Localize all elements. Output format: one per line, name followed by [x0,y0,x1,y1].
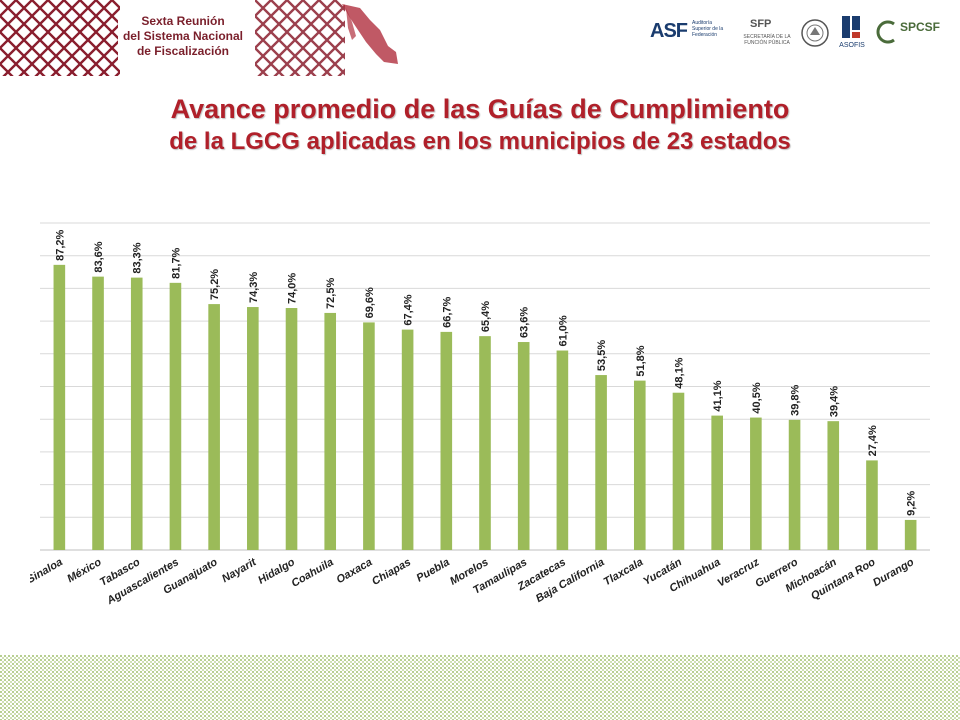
bar [363,322,375,550]
bar [208,304,220,550]
data-label: 69,6% [364,287,376,318]
event-line-2: del Sistema Nacional [122,29,244,43]
data-label: 74,3% [248,272,260,303]
x-tick-label: México [65,556,104,585]
bar [750,417,762,550]
x-tick-label: Puebla [415,556,452,584]
data-label: 39,4% [828,386,840,417]
bar [711,415,723,550]
institution-logos: ASF Auditoría Superior de la Federación … [650,14,950,54]
data-label: 61,0% [557,315,569,346]
x-tick-label: Durango [871,556,916,589]
bar [827,421,840,550]
data-label: 39,8% [790,384,802,415]
data-label: 67,4% [403,294,415,325]
slide-title: Avance promedio de las Guías de Cumplimi… [0,92,960,158]
header-banner: Sexta Reunión del Sistema Nacional de Fi… [0,0,960,90]
x-tick-label: Sinaloa [30,556,65,586]
data-label: 83,3% [132,242,144,273]
bar [517,342,530,550]
bar [672,392,685,550]
x-tick-label: Oaxaca [335,556,375,586]
data-label: 81,7% [170,247,182,278]
bar-chart: 87,2%Sinaloa83,6%México83,3%Tabasco81,7%… [25,222,930,607]
asf-logo: ASF Auditoría Superior de la Federación [650,20,724,42]
mexican-seal-icon [801,19,829,47]
bar [324,312,337,550]
data-label: 65,4% [480,301,492,332]
title-line-2: de la LGCG aplicadas en los municipios d… [169,128,791,155]
bar [169,282,182,550]
x-pattern-decoration-right [255,0,345,76]
x-tick-label: Chiapas [370,556,413,588]
data-label: 75,2% [209,269,221,300]
x-tick-label: Nayarit [220,556,259,586]
bar [401,329,414,550]
bar [247,307,259,550]
mexico-map-icon [342,4,398,64]
bar [479,336,491,550]
data-label: 9,2% [906,491,918,516]
asofis-logo-icon [842,16,860,38]
bar [904,519,917,550]
data-label: 74,0% [287,273,299,304]
bar [440,331,453,550]
bar [788,419,801,550]
x-tick-label: Coahuila [289,556,335,590]
title-line-1: Avance promedio de las Guías de Cumplimi… [170,94,790,124]
data-label: 87,2% [54,229,66,260]
bar [595,375,607,550]
x-tick-label: Veracruz [715,556,761,590]
data-label: 53,5% [596,340,608,371]
bar [556,350,569,550]
spcsf-logo-icon [876,20,895,44]
sfp-logo: SFP SECRETARÍA DE LA FUNCIÓN PÚBLICA [743,18,791,46]
event-title: Sexta Reunión del Sistema Nacional de Fi… [118,14,248,64]
event-line-1: Sexta Reunión [141,14,225,28]
bar [633,380,646,550]
data-label: 83,6% [93,241,105,272]
data-label: 40,5% [751,382,763,413]
data-label: 41,1% [712,380,724,411]
chart-container: 87,2% Sinaloa 83,6% México 83,3% Tabasco 81,7%… [25,205,940,635]
spcsf-logo: SPCSF [876,14,950,54]
data-label: 72,5% [325,278,337,309]
bar [866,460,878,550]
bar [92,276,104,550]
x-tick-label: Baja California [534,556,607,605]
data-label: 51,8% [635,345,647,376]
data-label: 63,6% [519,307,531,338]
x-pattern-decoration-left [0,0,120,76]
bar [285,308,298,550]
data-label: 48,1% [673,357,685,388]
footer-dot-pattern [0,655,960,720]
event-line-3: de Fiscalización [136,44,230,58]
bar [130,277,143,550]
x-tick-label: Tlaxcala [602,556,646,588]
data-label: 27,4% [867,425,879,456]
bar [53,264,66,550]
data-label: 66,7% [441,296,453,327]
asofis-logo: ASOFIS [832,14,872,54]
